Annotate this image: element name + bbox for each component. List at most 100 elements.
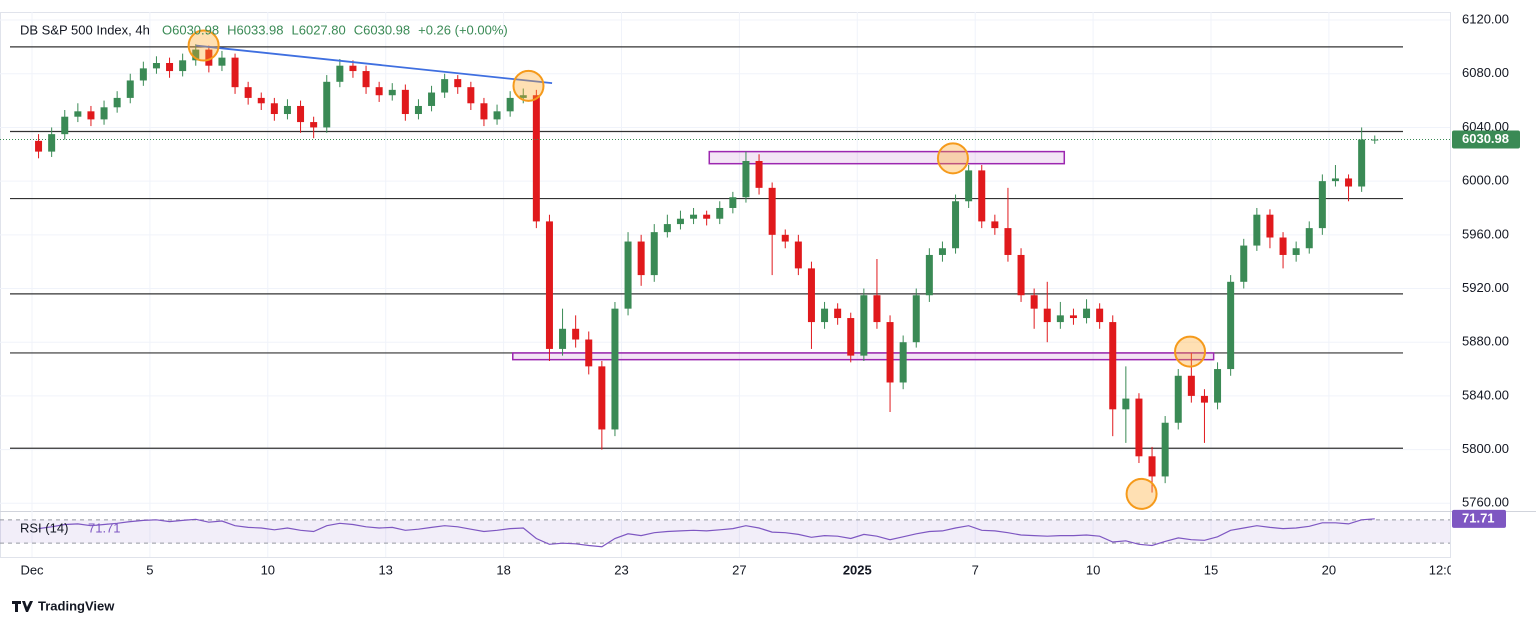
candle-body xyxy=(270,103,278,115)
candle-body xyxy=(559,328,567,349)
candle-body xyxy=(965,170,973,202)
candle-body xyxy=(1187,375,1195,396)
candle-body xyxy=(637,241,645,276)
rsi-name: RSI (14) xyxy=(20,520,68,535)
candle-body xyxy=(61,116,69,135)
candle-body xyxy=(598,366,606,430)
candle-body xyxy=(925,254,933,296)
candle-body xyxy=(166,63,174,72)
candle-body xyxy=(257,97,265,104)
candle-body xyxy=(388,89,396,96)
candle-body xyxy=(807,268,815,323)
candle-body xyxy=(1122,398,1130,410)
candle-body xyxy=(35,140,43,152)
candle-body xyxy=(323,81,331,128)
candle-body xyxy=(179,60,187,72)
candle-body xyxy=(1004,228,1012,255)
candle-body xyxy=(375,87,383,96)
candle-body xyxy=(716,207,724,219)
candle-body xyxy=(1266,214,1274,238)
candle-body xyxy=(585,339,593,367)
zone xyxy=(708,150,1066,165)
x-tick-label: 12:00 xyxy=(1429,562,1462,577)
candle-body xyxy=(349,65,357,72)
candle-body xyxy=(768,187,776,235)
x-tick-label: 2025 xyxy=(843,562,872,577)
candle-body xyxy=(886,322,894,383)
x-tick-label: 7 xyxy=(972,562,979,577)
candle-body xyxy=(729,197,737,208)
y-tick-label: 5960.00 xyxy=(1462,226,1509,241)
candle-body xyxy=(1056,315,1064,323)
candle-body xyxy=(1345,178,1353,187)
candle-body xyxy=(1017,254,1025,296)
candle-body xyxy=(1358,139,1366,187)
candle-body xyxy=(1305,228,1313,249)
candle-body xyxy=(454,79,462,88)
x-tick-label: Dec xyxy=(20,562,44,577)
candle-body xyxy=(1318,181,1326,229)
rsi-legend-value: 71.71 xyxy=(88,520,121,535)
y-tick-label: 5920.00 xyxy=(1462,280,1509,295)
brand: TradingView xyxy=(38,598,115,613)
candle-body xyxy=(821,308,829,323)
candle-body xyxy=(703,214,711,219)
candle-body xyxy=(991,221,999,229)
candle-body xyxy=(297,105,305,123)
candle-body xyxy=(1043,308,1051,323)
candle-body xyxy=(1030,295,1038,309)
candle-body xyxy=(493,111,501,120)
y-tick-label: 6000.00 xyxy=(1462,173,1509,188)
x-tick-label: 23 xyxy=(614,562,628,577)
candle-body xyxy=(650,232,658,276)
candle-body xyxy=(218,57,226,66)
candle-body xyxy=(952,201,960,249)
candle-body xyxy=(1227,281,1235,370)
candle-body xyxy=(742,160,750,198)
highlight-circle xyxy=(936,142,969,175)
candle-body xyxy=(1174,375,1182,423)
candle-body xyxy=(139,68,147,81)
highlight-circle xyxy=(1174,335,1207,368)
candle-body xyxy=(100,107,108,120)
candle-body xyxy=(1331,178,1339,182)
brand-logo xyxy=(12,601,33,612)
chart-title: DB S&P 500 Index, 4h xyxy=(20,22,150,37)
x-tick-label: 15 xyxy=(1204,562,1218,577)
highlight-circle xyxy=(512,69,545,102)
candle-body xyxy=(467,87,475,104)
candle-body xyxy=(899,342,907,383)
candle-body xyxy=(480,103,488,120)
candle-body xyxy=(1292,248,1300,255)
highlight-circle xyxy=(1125,477,1158,510)
candle-body xyxy=(1135,398,1143,457)
x-tick-label: 10 xyxy=(1086,562,1100,577)
y-tick-label: 5760.00 xyxy=(1462,495,1509,510)
y-tick-label: 6040.00 xyxy=(1462,119,1509,134)
candle-body xyxy=(126,80,134,98)
candle-body xyxy=(873,295,881,323)
x-tick-label: 27 xyxy=(732,562,746,577)
candle-body xyxy=(1214,369,1222,403)
candle-body xyxy=(1161,422,1169,477)
y-tick-label: 5880.00 xyxy=(1462,334,1509,349)
candle-body xyxy=(506,97,514,112)
candle-body xyxy=(1148,456,1156,477)
candle-body xyxy=(611,308,619,430)
rsi-value-box xyxy=(1452,509,1506,528)
y-tick-label: 5800.00 xyxy=(1462,441,1509,456)
last-price-box xyxy=(1452,130,1520,149)
x-tick-label: 5 xyxy=(146,562,153,577)
candle-body xyxy=(310,122,318,128)
y-tick-label: 5840.00 xyxy=(1462,387,1509,402)
candle-body xyxy=(532,95,540,222)
header-item: H6033.98 xyxy=(227,22,283,37)
last-price-label: 6030.98 xyxy=(1462,131,1509,146)
candle-body xyxy=(205,49,213,66)
x-tick-label: 18 xyxy=(496,562,510,577)
plot-frame xyxy=(0,12,1451,558)
y-tick-label: 6080.00 xyxy=(1462,65,1509,80)
trendline xyxy=(195,44,553,85)
candle-body xyxy=(428,92,436,106)
